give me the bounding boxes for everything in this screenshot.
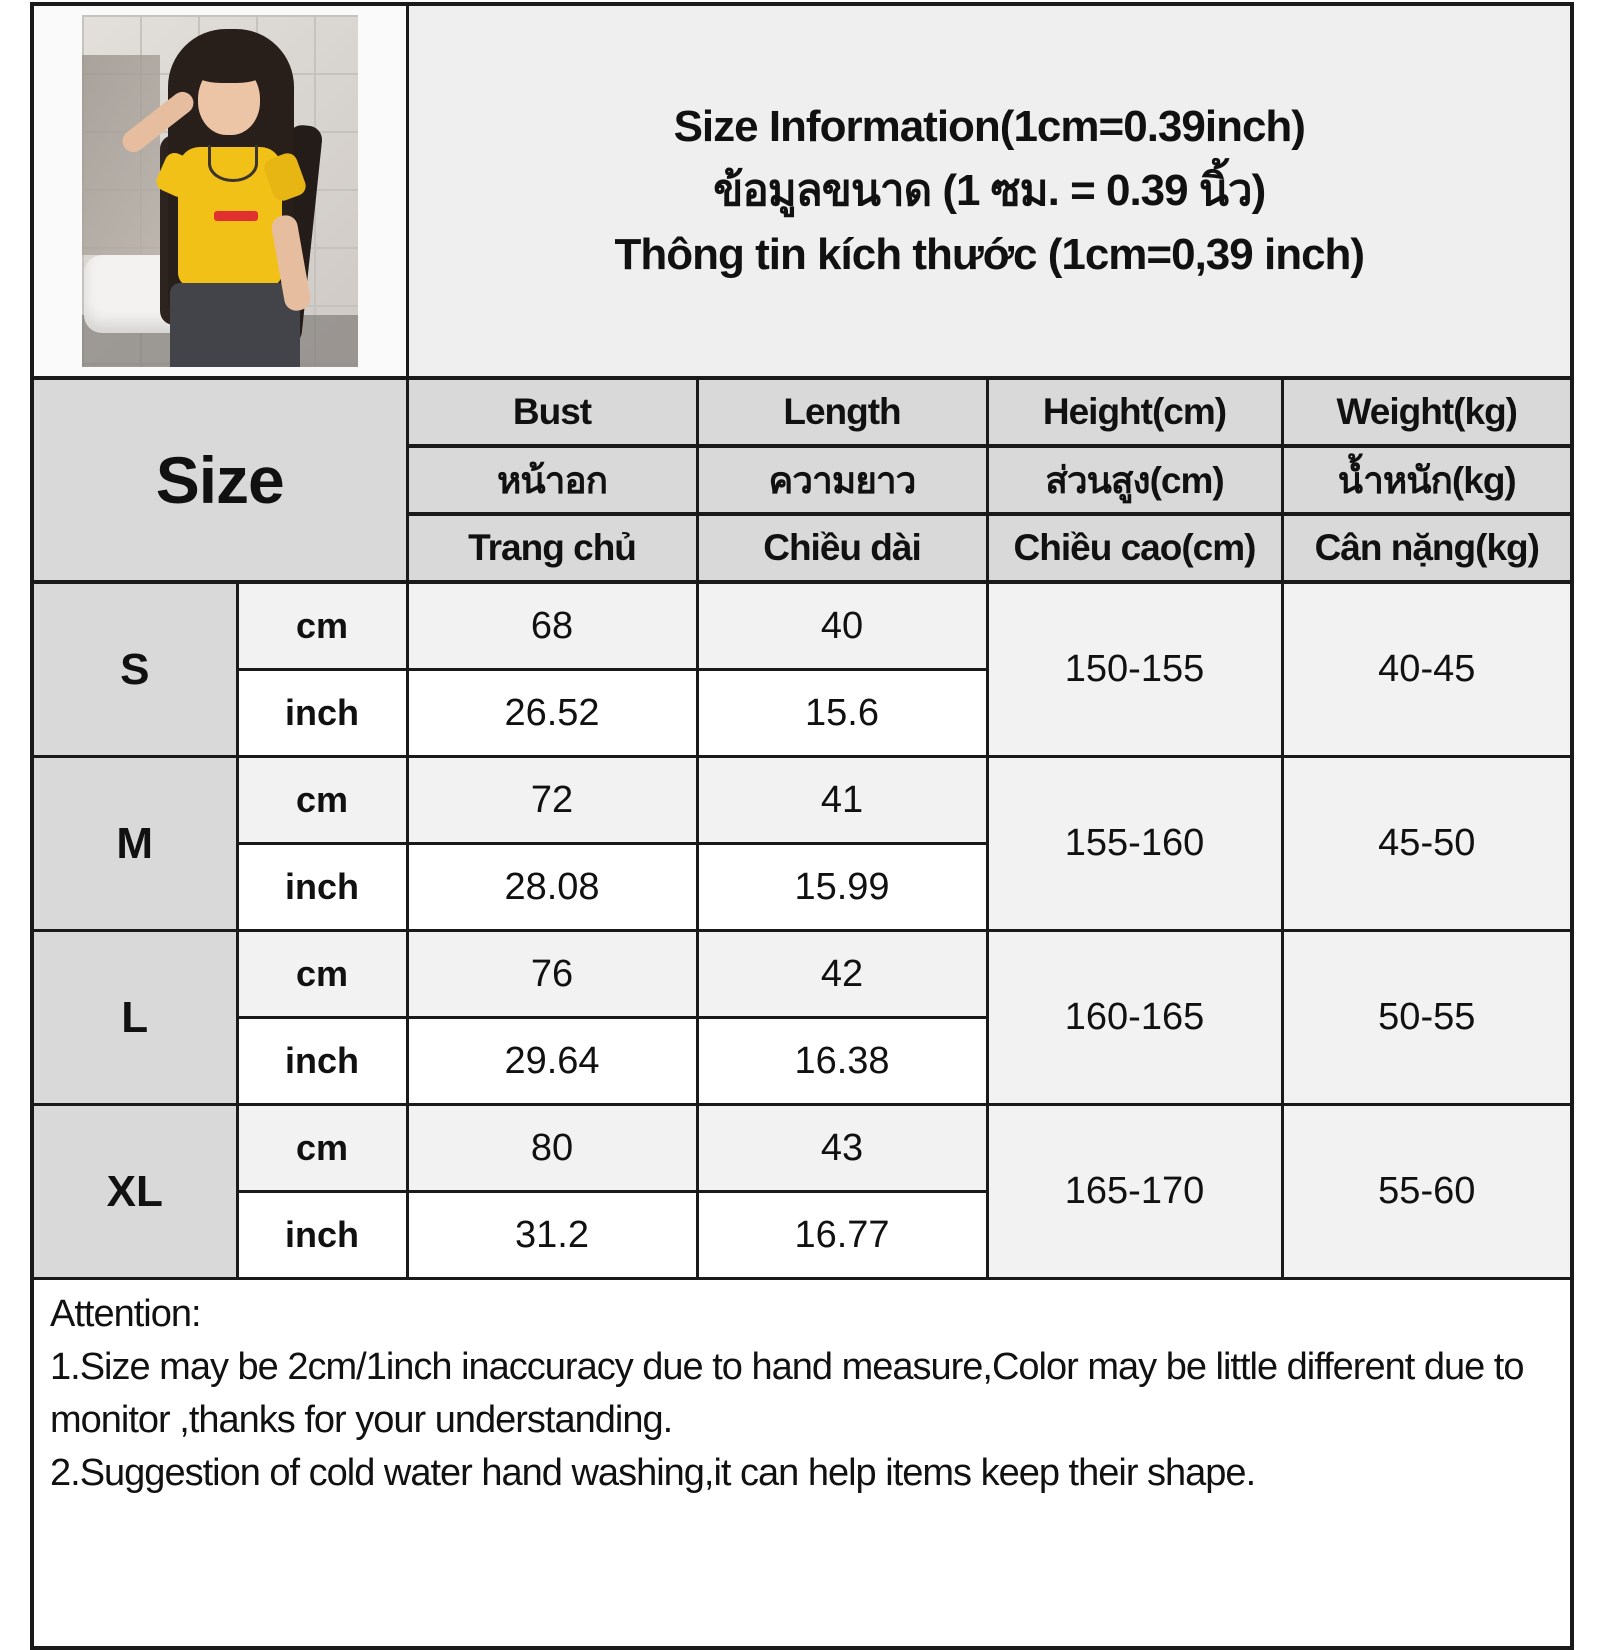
unit-inch-label: inch	[235, 1190, 409, 1280]
weight-header-en: Weight(kg)	[1280, 376, 1574, 448]
bust-cm-l: 76	[405, 929, 699, 1019]
length-inch-m: 15.99	[695, 842, 989, 932]
length-header-en: Length	[695, 376, 989, 448]
product-photo	[81, 15, 358, 367]
unit-cm-label: cm	[235, 929, 409, 1019]
height-header-en: Height(cm)	[985, 376, 1284, 448]
height-range-s: 150-155	[985, 580, 1284, 758]
height-header-vi: Chiều cao(cm)	[985, 512, 1284, 584]
length-header-th: ความยาว	[695, 444, 989, 516]
bust-inch-xl: 31.2	[405, 1190, 699, 1280]
bust-cm-xl: 80	[405, 1103, 699, 1193]
bust-header-en: Bust	[405, 376, 699, 448]
length-cm-s: 40	[695, 580, 989, 671]
bust-header-th: หน้าอก	[405, 444, 699, 516]
length-inch-l: 16.38	[695, 1016, 989, 1106]
table-row: inch 28.08 15.99	[32, 842, 1572, 932]
size-information-title-cell: Size Information(1cm=0.39inch) ข้อมูลขนา…	[405, 2, 1574, 380]
size-column-header: Size	[30, 376, 409, 584]
bust-inch-s: 26.52	[405, 668, 699, 758]
length-inch-xl: 16.77	[695, 1190, 989, 1280]
bust-cm-m: 72	[405, 755, 699, 845]
size-value-xl: XL	[30, 1103, 239, 1280]
size-value-s: S	[30, 580, 239, 758]
table-row: inch 29.64 16.38	[32, 1016, 1572, 1106]
table-row: L cm 76 42 160-165 50-55	[30, 929, 1574, 1106]
table-row: M cm 72 41 155-160 45-50	[30, 755, 1574, 932]
height-range-l: 160-165	[985, 929, 1284, 1106]
title-vietnamese: Thông tin kích thước (1cm=0,39 inch)	[614, 230, 1365, 279]
length-cm-xl: 43	[695, 1103, 989, 1193]
bust-cm-s: 68	[405, 580, 699, 671]
unit-cm-label: cm	[235, 1103, 409, 1193]
length-header-vi: Chiều dài	[695, 512, 989, 584]
size-value-l: L	[30, 929, 239, 1106]
table-row: XL cm 80 43 165-170 55-60	[30, 1103, 1574, 1280]
bust-inch-l: 29.64	[405, 1016, 699, 1106]
size-value-m: M	[30, 755, 239, 932]
table-row: inch 31.2 16.77	[32, 1190, 1572, 1280]
height-header-th: ส่วนสูง(cm)	[985, 444, 1284, 516]
weight-header-vi: Cân nặng(kg)	[1280, 512, 1574, 584]
bust-inch-m: 28.08	[405, 842, 699, 932]
attention-note-2: 2.Suggestion of cold water hand washing,…	[50, 1452, 1256, 1494]
chest-print-shape	[213, 211, 258, 221]
bathroom-mirror-shape	[81, 55, 160, 255]
bangs-shape	[191, 53, 266, 83]
length-cm-l: 42	[695, 929, 989, 1019]
bust-header-vi: Trang chủ	[405, 512, 699, 584]
attention-note-1: 1.Size may be 2cm/1inch inaccuracy due t…	[50, 1346, 1524, 1441]
unit-inch-label: inch	[235, 1016, 409, 1106]
weight-range-s: 40-45	[1280, 580, 1574, 758]
table-row: S cm 68 40 150-155 40-45	[30, 580, 1574, 758]
length-inch-s: 15.6	[695, 668, 989, 758]
attention-section: Attention: 1.Size may be 2cm/1inch inacc…	[30, 1277, 1574, 1650]
length-cm-m: 41	[695, 755, 989, 845]
weight-range-xl: 55-60	[1280, 1103, 1574, 1280]
unit-cm-label: cm	[235, 755, 409, 845]
title-english: Size Information(1cm=0.39inch)	[673, 102, 1306, 151]
weight-range-m: 45-50	[1280, 755, 1574, 932]
height-range-m: 155-160	[985, 755, 1284, 932]
size-chart-table: Size Information(1cm=0.39inch) ข้อมูลขนา…	[30, 2, 1575, 1650]
weight-header-th: น้ำหนัก(kg)	[1280, 444, 1574, 516]
attention-heading: Attention:	[50, 1293, 202, 1335]
table-row: inch 26.52 15.6	[32, 668, 1572, 758]
title-thai: ข้อมูลขนาด (1 ซม. = 0.39 นิ้ว)	[713, 166, 1266, 215]
unit-cm-label: cm	[235, 580, 409, 671]
weight-range-l: 50-55	[1280, 929, 1574, 1106]
necklace-shape	[207, 145, 258, 182]
height-range-xl: 165-170	[985, 1103, 1284, 1280]
jeans-shape	[169, 283, 300, 367]
product-photo-cell	[30, 2, 409, 380]
unit-inch-label: inch	[235, 668, 409, 758]
unit-inch-label: inch	[235, 842, 409, 932]
